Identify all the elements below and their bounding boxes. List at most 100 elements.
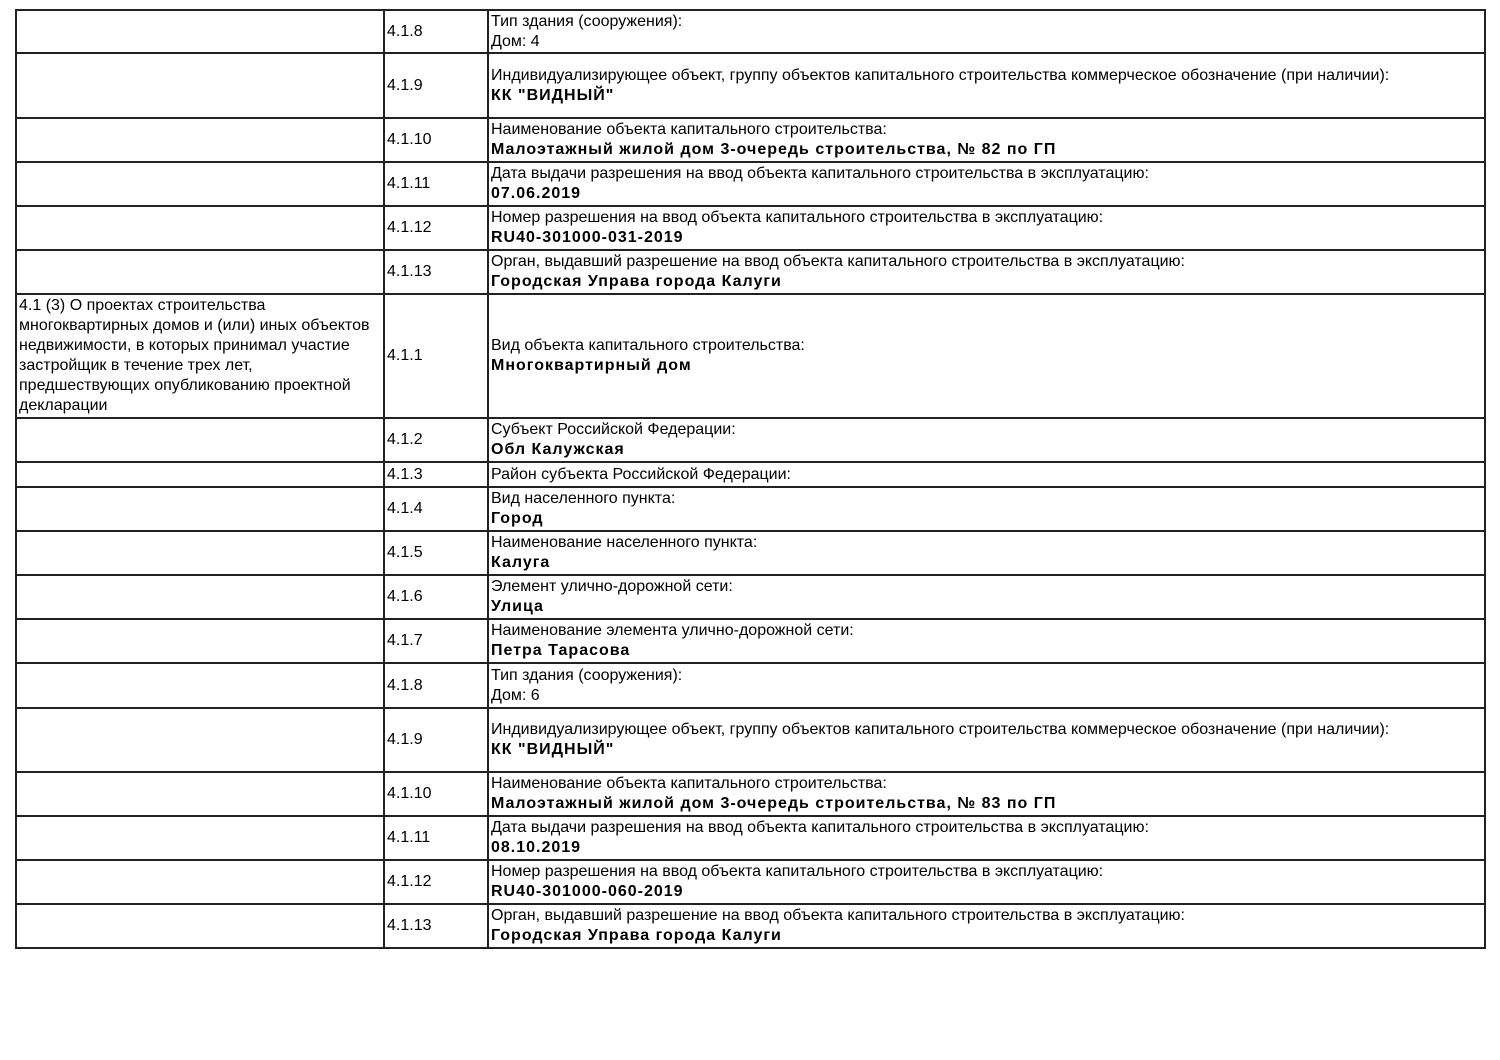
section-cell [15, 52, 385, 119]
section-cell [15, 417, 385, 463]
code-cell: 4.1.10 [383, 117, 489, 163]
table-row: 4.1.11 Дата выдачи разрешения на ввод об… [15, 161, 1486, 207]
code-cell: 4.1.8 [383, 662, 489, 709]
content-cell: Номер разрешения на ввод объекта капитал… [487, 205, 1486, 251]
table-row: 4.1.2 Субъект Российской Федерации: Обл К… [15, 417, 1486, 463]
field-label: Тип здания (сооружения): [491, 12, 683, 30]
code-cell: 4.1.12 [383, 205, 489, 251]
section-cell [15, 161, 385, 207]
content-cell: Субъект Российской Федерации: Обл Калужск… [487, 417, 1486, 463]
section-cell [15, 771, 385, 817]
content-cell: Тип здания (сооружения): Дом: 4 [487, 9, 1486, 54]
table-row: 4.1.5 Наименование населенного пункта: Ка… [15, 530, 1486, 576]
field-label: Наименование элемента улично-дорожной се… [491, 622, 854, 639]
table-row: 4.1.13 Орган, выдавший разрешение на вво… [15, 249, 1486, 295]
section-cell [15, 530, 385, 576]
content-cell: Дата выдачи разрешения на ввод объекта к… [487, 161, 1486, 207]
table-row: 4.1.10 Наименование объекта капитального… [15, 771, 1486, 817]
field-label: Орган, выдавший разрешение на ввод объек… [491, 253, 1185, 270]
content-cell: Вид населенного пункта: Город [487, 486, 1486, 532]
table-row: 4.1.9 Индивидуализирующее объект, группу… [15, 707, 1486, 773]
code-cell: 4.1.11 [383, 815, 489, 861]
section-cell: 4.1 (3) О проектах строительства многокв… [15, 293, 385, 419]
field-value: Дом: 4 [491, 32, 540, 50]
content-cell: Элемент улично-дорожной сети: Улица [487, 574, 1486, 620]
content-cell: Индивидуализирующее объект, группу объек… [487, 707, 1486, 773]
section-cell [15, 574, 385, 620]
section-cell [15, 461, 385, 488]
field-label: Дата выдачи разрешения на ввод объекта к… [491, 165, 1149, 182]
section-cell [15, 903, 385, 949]
code-cell: 4.1.3 [383, 461, 489, 488]
table-row: 4.1.3 Район субъекта Российской Федераци… [15, 461, 1486, 488]
content-cell: Наименование населенного пункта: Калуга [487, 530, 1486, 576]
content-cell: Дата выдачи разрешения на ввод объекта к… [487, 815, 1486, 861]
section-cell [15, 249, 385, 295]
section-cell [15, 815, 385, 861]
section-cell [15, 9, 385, 54]
code-cell: 4.1.7 [383, 618, 489, 664]
field-label: Наименование объекта капитального строит… [491, 121, 887, 138]
code-cell: 4.1.2 [383, 417, 489, 463]
table-row: 4.1.13 Орган, выдавший разрешение на вво… [15, 903, 1486, 949]
section-cell [15, 486, 385, 532]
table-row: 4.1.12 Номер разрешения на ввод объекта … [15, 859, 1486, 905]
field-label: Субъект Российской Федерации: [491, 421, 736, 438]
field-value: RU40-301000-060-2019 [491, 883, 684, 900]
content-cell: Вид объекта капитального строительства: М… [487, 293, 1486, 419]
table-row: 4.1.11 Дата выдачи разрешения на ввод об… [15, 815, 1486, 861]
declaration-table: 4.1.8 Тип здания (сооружения): Дом: 4 4.1… [15, 9, 1486, 949]
code-cell: 4.1.9 [383, 52, 489, 119]
content-cell: Наименование элемента улично-дорожной се… [487, 618, 1486, 664]
table-row: 4.1.10 Наименование объекта капитального… [15, 117, 1486, 163]
code-cell: 4.1.8 [383, 9, 489, 54]
section-cell [15, 117, 385, 163]
field-value: Город [491, 510, 544, 527]
table-row: 4.1.9 Индивидуализирующее объект, группу… [15, 52, 1486, 119]
content-cell: Наименование объекта капитального строит… [487, 771, 1486, 817]
field-value: Городская Управа города Калуги [491, 273, 782, 290]
section-cell [15, 662, 385, 709]
table-row: 4.1 (3) О проектах строительства многокв… [15, 293, 1486, 419]
field-value: Дом: 6 [491, 686, 540, 704]
table-row: 4.1.8 Тип здания (сооружения): Дом: 4 [15, 9, 1486, 54]
field-label: Номер разрешения на ввод объекта капитал… [491, 863, 1104, 880]
content-cell: Район субъекта Российской Федерации: [487, 461, 1486, 488]
code-cell: 4.1.13 [383, 903, 489, 949]
field-value: Улица [491, 598, 544, 615]
code-cell: 4.1.10 [383, 771, 489, 817]
field-value: 07.06.2019 [491, 185, 582, 202]
field-label: Элемент улично-дорожной сети: [491, 578, 733, 595]
field-label: Тип здания (сооружения): [491, 666, 683, 684]
section-cell [15, 618, 385, 664]
field-label: Дата выдачи разрешения на ввод объекта к… [491, 819, 1149, 836]
code-cell: 4.1.4 [383, 486, 489, 532]
code-cell: 4.1.5 [383, 530, 489, 576]
field-value: КК "ВИДНЫЙ" [491, 86, 615, 104]
section-cell [15, 205, 385, 251]
field-label: Орган, выдавший разрешение на ввод объек… [491, 907, 1185, 924]
field-label: Вид населенного пункта: [491, 490, 676, 507]
content-cell: Орган, выдавший разрешение на ввод объек… [487, 249, 1486, 295]
field-value: Городская Управа города Калуги [491, 927, 782, 944]
field-label: Район субъекта Российской Федерации: [491, 465, 791, 483]
table-row: 4.1.7 Наименование элемента улично-дорож… [15, 618, 1486, 664]
field-value: Многоквартирный дом [491, 357, 692, 374]
field-value: Малоэтажный жилой дом 3-очередь строител… [491, 141, 1057, 158]
field-value: Обл Калужская [491, 441, 625, 458]
table-body: 4.1.8 Тип здания (сооружения): Дом: 4 4.1… [15, 9, 1486, 949]
field-label: Номер разрешения на ввод объекта капитал… [491, 209, 1104, 226]
code-cell: 4.1.12 [383, 859, 489, 905]
section-cell [15, 707, 385, 773]
field-label: Вид объекта капитального строительства: [491, 337, 805, 354]
table-row: 4.1.12 Номер разрешения на ввод объекта … [15, 205, 1486, 251]
field-value: Калуга [491, 554, 551, 571]
field-value: Малоэтажный жилой дом 3-очередь строител… [491, 795, 1057, 812]
content-cell: Тип здания (сооружения): Дом: 6 [487, 662, 1486, 709]
field-value: КК "ВИДНЫЙ" [491, 741, 615, 758]
field-value: RU40-301000-031-2019 [491, 229, 684, 246]
code-cell: 4.1.1 [383, 293, 489, 419]
content-cell: Индивидуализирующее объект, группу объек… [487, 52, 1486, 119]
code-cell: 4.1.11 [383, 161, 489, 207]
section-cell [15, 859, 385, 905]
